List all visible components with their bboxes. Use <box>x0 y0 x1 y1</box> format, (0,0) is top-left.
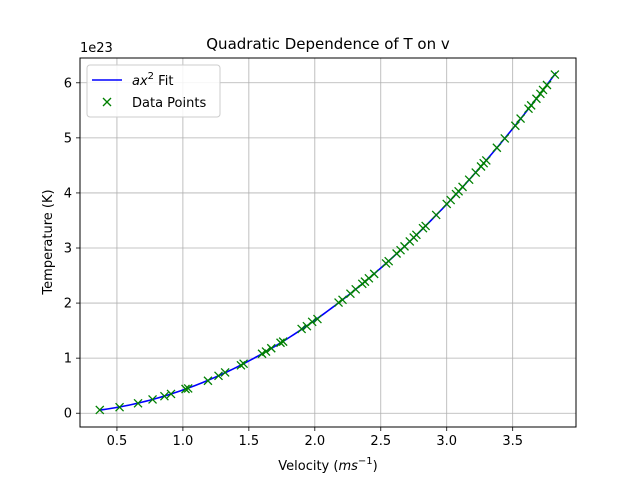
data-point <box>148 395 158 404</box>
data-point <box>369 269 379 279</box>
data-point <box>266 343 276 353</box>
data-point <box>431 210 441 220</box>
x-tick-label: 3.0 <box>436 434 457 449</box>
data-point <box>464 175 474 185</box>
y-tick-label: 4 <box>64 186 72 201</box>
data-point <box>95 405 105 415</box>
data-point <box>538 85 548 95</box>
data-point <box>183 383 193 393</box>
data-point <box>159 391 169 401</box>
y-tick-label: 5 <box>64 131 72 146</box>
data-point <box>261 347 271 357</box>
data-point <box>535 89 545 99</box>
x-axis-unit-exponent: −1 <box>358 456 373 467</box>
data-point <box>236 360 246 370</box>
legend-fit-suffix: Fit <box>154 74 173 89</box>
axis-ticks: 0.5 1.0 1.5 2.0 2.5 3.0 3.5 0 1 2 3 4 5 6 <box>64 76 523 449</box>
x-tick-label: 2.0 <box>304 434 325 449</box>
data-point <box>550 70 560 79</box>
x-tick-label: 1.5 <box>239 434 260 449</box>
data-point <box>203 376 213 386</box>
data-point <box>421 221 431 231</box>
data-point <box>239 359 249 369</box>
data-point <box>133 398 143 408</box>
x-tick-label: 1.0 <box>173 434 194 449</box>
y-axis-label: Temperature (K) <box>41 189 56 295</box>
data-point <box>510 121 520 131</box>
data-point <box>500 133 510 143</box>
x-axis-unit: ms <box>338 459 358 474</box>
data-point <box>516 114 526 124</box>
data-point <box>481 155 491 165</box>
data-points-layer <box>95 70 560 415</box>
y-tick-label: 3 <box>64 242 72 257</box>
x-tick-label: 3.5 <box>502 434 523 449</box>
data-point <box>338 295 347 305</box>
data-point <box>278 337 288 347</box>
data-point <box>276 338 285 348</box>
y-tick-label: 0 <box>64 407 72 422</box>
y-tick-label: 2 <box>64 297 72 312</box>
x-tick-label: 0.5 <box>107 434 128 449</box>
y-offset-text: 1e23 <box>80 41 113 56</box>
data-point <box>531 94 541 104</box>
legend-fit-prefix: ax <box>132 74 148 89</box>
data-point <box>115 402 125 412</box>
grid <box>80 58 576 427</box>
data-point <box>220 368 230 377</box>
x-tick-label: 2.5 <box>370 434 391 449</box>
legend-points-label: Data Points <box>132 96 206 111</box>
data-point <box>458 182 468 192</box>
data-point <box>526 100 536 110</box>
legend-fit-label: ax2 Fit <box>132 71 173 89</box>
chart-title: Quadratic Dependence of T on v <box>206 35 450 53</box>
data-point <box>307 317 317 327</box>
data-point <box>214 371 223 381</box>
x-axis-label: Velocity (ms−1) <box>278 456 377 474</box>
y-tick-label: 1 <box>64 352 72 367</box>
data-point <box>312 314 322 324</box>
legend-box <box>86 64 221 118</box>
legend-points-marker <box>102 97 112 107</box>
data-point <box>166 389 176 399</box>
data-point <box>542 80 552 90</box>
data-point <box>297 324 307 334</box>
data-point <box>384 256 394 266</box>
y-tick-label: 6 <box>64 76 72 91</box>
plot-frame <box>79 57 577 428</box>
legend-fit-exponent: 2 <box>148 71 154 82</box>
data-point <box>181 384 190 394</box>
legend: ax2 Fit Data Points <box>86 64 221 118</box>
data-point <box>351 284 361 294</box>
data-point <box>334 298 344 307</box>
data-point <box>492 143 502 153</box>
x-axis-label-text: Velocity <box>278 459 329 474</box>
